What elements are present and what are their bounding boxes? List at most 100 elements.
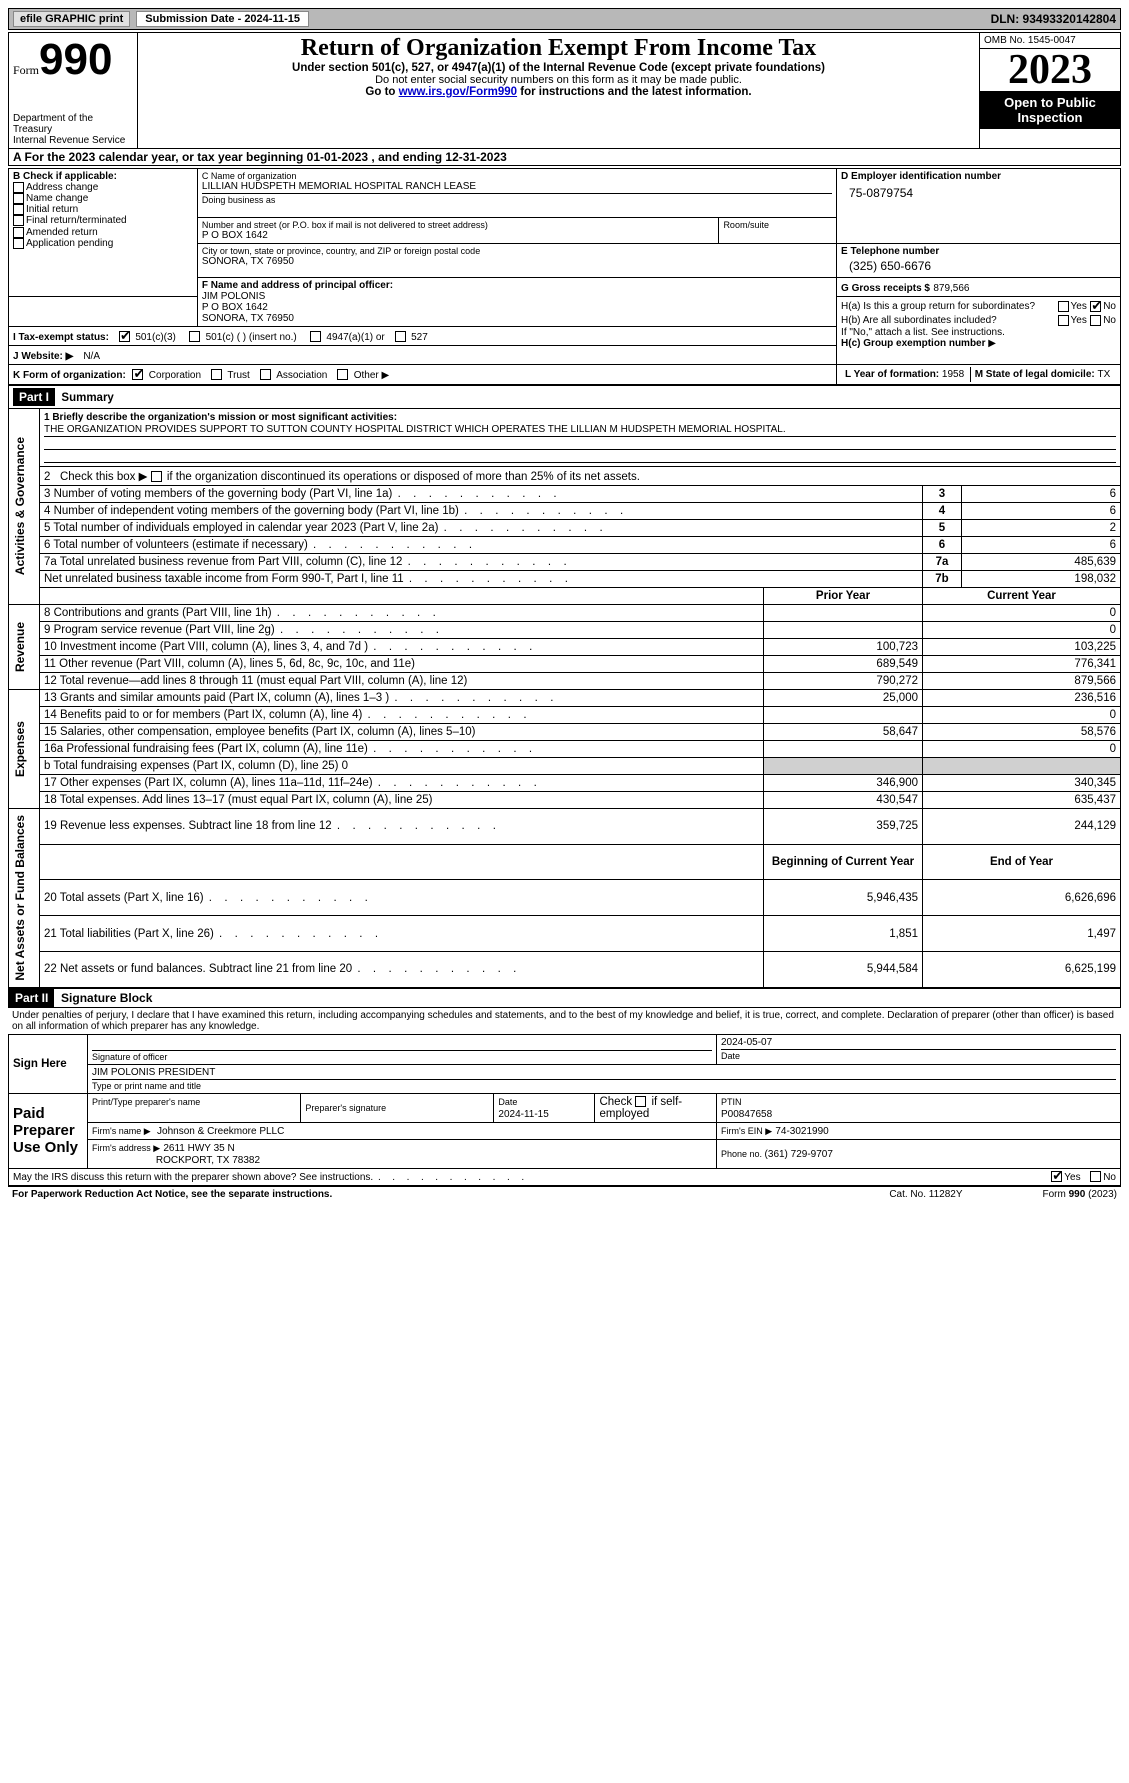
check-501c3[interactable] <box>119 331 130 342</box>
check-address-change[interactable] <box>13 182 24 193</box>
prior-13: 25,000 <box>764 690 923 707</box>
check-527[interactable] <box>395 331 406 342</box>
h-a-yes[interactable] <box>1058 301 1069 312</box>
street-value: P O BOX 1642 <box>202 230 715 241</box>
line-22: 22 Net assets or fund balances. Subtract… <box>40 951 764 987</box>
prior-10: 100,723 <box>764 639 923 656</box>
line-20: 20 Total assets (Part X, line 16) <box>40 880 764 916</box>
phone-value: (325) 650-6676 <box>841 257 1116 275</box>
footer-right: Form 990 (2023) <box>1043 1189 1117 1200</box>
box-j-label: J Website: ▶ <box>13 351 73 362</box>
curr-14: 0 <box>923 707 1121 724</box>
check-4947[interactable] <box>310 331 321 342</box>
form-subtitle-2: Do not enter social security numbers on … <box>142 74 975 86</box>
signature-block: Sign Here Signature of officer 2024-05-0… <box>8 1034 1121 1186</box>
officer-signed-name: JIM POLONIS PRESIDENT <box>92 1067 1116 1078</box>
part-ii-title: Signature Block <box>61 991 152 1005</box>
form-label: Form <box>13 63 39 77</box>
h-b-no[interactable] <box>1090 315 1101 326</box>
check-corporation[interactable] <box>132 369 143 380</box>
form-header: Form990 Department of the Treasury Inter… <box>8 32 1121 149</box>
firm-name-label: Firm's name ▶ <box>92 1126 151 1136</box>
curr-13: 236,516 <box>923 690 1121 707</box>
gross-receipts-value: 879,566 <box>933 283 969 294</box>
dept-label: Department of the Treasury <box>13 113 133 135</box>
sig-officer-label: Signature of officer <box>92 1052 712 1062</box>
discuss-yes[interactable] <box>1051 1171 1062 1182</box>
footer-mid: Cat. No. 11282Y <box>889 1189 962 1200</box>
box-m-label: M State of legal domicile: <box>975 369 1098 380</box>
discuss-label: May the IRS discuss this return with the… <box>13 1172 526 1183</box>
h-b-label: H(b) Are all subordinates included? <box>841 315 1057 326</box>
sig-date-label: Date <box>721 1051 1116 1061</box>
h-b-note: If "No," attach a list. See instructions… <box>841 327 1116 338</box>
curr-11: 776,341 <box>923 656 1121 673</box>
line-5: 5 Total number of individuals employed i… <box>40 520 923 537</box>
check-application-pending[interactable] <box>13 238 24 249</box>
prior-19: 359,725 <box>764 809 923 845</box>
firm-name-value: Johnson & Creekmore PLLC <box>157 1126 284 1137</box>
line-17: 17 Other expenses (Part IX, column (A), … <box>40 775 764 792</box>
check-line-2[interactable] <box>151 471 162 482</box>
part-ii-header: Part II <box>9 989 54 1007</box>
prior-22: 5,944,584 <box>764 951 923 987</box>
line-3: 3 Number of voting members of the govern… <box>40 486 923 503</box>
box-f-label: F Name and address of principal officer: <box>202 280 832 291</box>
efile-print-button[interactable]: efile GRAPHIC print <box>13 11 130 27</box>
website-value: N/A <box>83 351 100 362</box>
line-14: 14 Benefits paid to or for members (Part… <box>40 707 764 724</box>
page-footer: For Paperwork Reduction Act Notice, see … <box>8 1186 1121 1202</box>
firm-addr-label: Firm's address ▶ <box>92 1143 160 1153</box>
curr-8: 0 <box>923 605 1121 622</box>
check-initial-return[interactable] <box>13 204 24 215</box>
check-trust[interactable] <box>211 369 222 380</box>
box-l-label: L Year of formation: <box>845 369 942 380</box>
val-7a: 485,639 <box>962 554 1121 571</box>
prior-15: 58,647 <box>764 724 923 741</box>
curr-21: 1,497 <box>923 916 1121 952</box>
val-7b: 198,032 <box>962 571 1121 588</box>
paid-preparer-label: Paid Preparer Use Only <box>9 1093 88 1168</box>
line-15: 15 Salaries, other compensation, employe… <box>40 724 764 741</box>
h-b-yes[interactable] <box>1058 315 1069 326</box>
ptin-label: PTIN <box>721 1097 742 1107</box>
city-label: City or town, state or province, country… <box>202 246 832 256</box>
box-c-label: C Name of organization <box>202 171 832 181</box>
check-association[interactable] <box>260 369 271 380</box>
box-k-label: K Form of organization: <box>13 370 126 381</box>
officer-city: SONORA, TX 76950 <box>202 313 832 324</box>
firm-ein-label: Firm's EIN ▶ <box>721 1126 772 1136</box>
curr-17: 340,345 <box>923 775 1121 792</box>
prior-12: 790,272 <box>764 673 923 690</box>
irs-link[interactable]: www.irs.gov/Form990 <box>399 86 517 98</box>
city-value: SONORA, TX 76950 <box>202 256 832 267</box>
line-19: 19 Revenue less expenses. Subtract line … <box>40 809 764 845</box>
check-name-change[interactable] <box>13 193 24 204</box>
box-b-label: B Check if applicable: <box>13 171 193 182</box>
self-employed-check: Check if self-employed <box>595 1093 717 1122</box>
tax-year: 2023 <box>980 49 1120 91</box>
officer-street: P O BOX 1642 <box>202 302 832 313</box>
check-other[interactable] <box>337 369 348 380</box>
line-6: 6 Total number of volunteers (estimate i… <box>40 537 923 554</box>
line-11: 11 Other revenue (Part VIII, column (A),… <box>40 656 764 673</box>
line-7b: Net unrelated business taxable income fr… <box>40 571 923 588</box>
line-a: A For the 2023 calendar year, or tax yea… <box>8 149 1121 166</box>
check-final-return[interactable] <box>13 215 24 226</box>
h-a-no[interactable] <box>1090 301 1101 312</box>
line-18: 18 Total expenses. Add lines 13–17 (must… <box>40 792 764 809</box>
discuss-no[interactable] <box>1090 1171 1101 1182</box>
check-amended-return[interactable] <box>13 227 24 238</box>
line-16a: 16a Professional fundraising fees (Part … <box>40 741 764 758</box>
line-4: 4 Number of independent voting members o… <box>40 503 923 520</box>
check-501c[interactable] <box>189 331 200 342</box>
firm-addr2: ROCKPORT, TX 78382 <box>156 1155 260 1166</box>
prior-8 <box>764 605 923 622</box>
curr-12: 879,566 <box>923 673 1121 690</box>
ein-value: 75-0879754 <box>841 182 1116 204</box>
dln-label: DLN: 93493320142804 <box>991 12 1116 26</box>
current-year-header: Current Year <box>923 588 1121 605</box>
entity-info-block: B Check if applicable: Address change Na… <box>8 168 1121 385</box>
officer-name: JIM POLONIS <box>202 291 832 302</box>
form-subtitle-1: Under section 501(c), 527, or 4947(a)(1)… <box>142 62 975 74</box>
